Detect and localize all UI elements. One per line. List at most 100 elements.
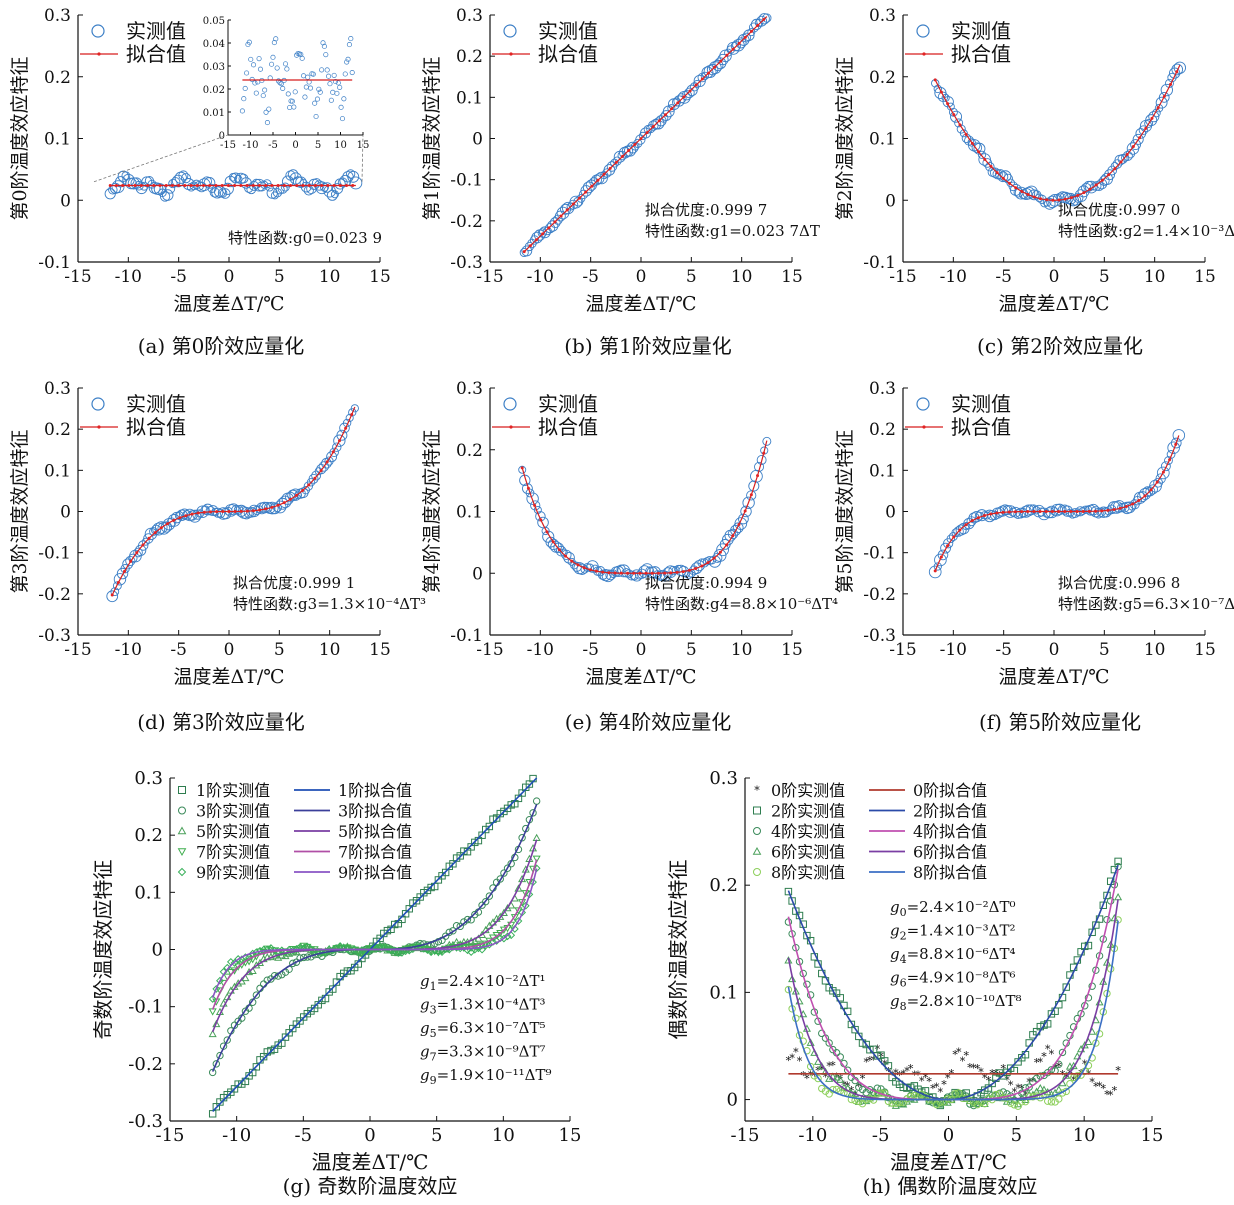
legend-marker-measured <box>91 24 105 38</box>
fit-point <box>601 570 605 574</box>
y-tick-label: 0 <box>60 503 71 523</box>
data-point <box>510 925 519 933</box>
data-point: * <box>812 1070 818 1083</box>
measured-point <box>756 15 768 27</box>
legend-label-measured: 实测值 <box>126 392 186 416</box>
fit-point <box>257 183 261 187</box>
fit-point <box>694 83 698 87</box>
data-point <box>1047 1098 1056 1106</box>
fit-point <box>676 101 680 105</box>
inset-measured-point <box>334 90 340 96</box>
data-point: * <box>889 1069 895 1082</box>
fit-point <box>337 439 341 443</box>
inset-measured-point <box>282 61 289 67</box>
measured-point <box>928 565 942 579</box>
measured-point <box>750 18 763 30</box>
data-point: * <box>975 1062 981 1075</box>
data-point <box>303 953 312 961</box>
measured-point <box>668 565 678 576</box>
inset-measured-point <box>307 85 314 91</box>
data-point <box>503 864 512 872</box>
fit-point <box>608 166 612 170</box>
inset-measured-point <box>241 96 247 102</box>
data-point <box>514 884 523 892</box>
fit-point <box>964 523 968 527</box>
measured-point <box>1112 159 1123 169</box>
fit-point <box>614 160 618 164</box>
annotation-g6: g6=4.9×10⁻⁸ΔT⁶ <box>890 969 1015 990</box>
inset-measured-point <box>339 116 346 122</box>
data-point <box>230 967 239 975</box>
data-point <box>855 1083 863 1091</box>
inset-measured-point <box>328 97 334 103</box>
measured-point <box>330 190 339 199</box>
data-point <box>753 868 761 876</box>
data-point <box>456 922 464 931</box>
x-tick-label: 15 <box>369 640 391 660</box>
legend-marker-measured <box>503 24 517 38</box>
measured-point <box>762 436 772 446</box>
measured-point <box>348 408 357 417</box>
data-point <box>343 945 352 954</box>
fit-point <box>756 23 760 27</box>
data-point <box>529 809 537 817</box>
fit-point <box>215 510 219 514</box>
fit-point <box>737 523 741 527</box>
data-point: * <box>1038 1056 1044 1069</box>
measured-point <box>701 66 714 79</box>
fit-point <box>221 510 225 514</box>
x-tick-label: -5 <box>295 1125 313 1146</box>
data-point: * <box>930 1082 936 1095</box>
inset-measured-point <box>342 71 348 77</box>
data-point: * <box>830 1060 836 1073</box>
data-point: * <box>1052 1062 1058 1075</box>
inset-measured-point <box>260 93 266 99</box>
data-point: * <box>967 1061 973 1074</box>
data-point <box>518 899 527 907</box>
y-tick-label: 0.2 <box>44 420 71 440</box>
fit-point <box>123 569 127 573</box>
fit-point <box>570 559 574 563</box>
data-point <box>851 1025 859 1034</box>
data-point: * <box>823 1071 829 1084</box>
measured-point <box>230 172 242 184</box>
measured-point <box>216 509 226 519</box>
inset-measured-point <box>274 65 280 71</box>
measured-point <box>342 418 352 428</box>
inset-y-tick-label: 0 <box>219 131 225 142</box>
inset-measured-point <box>275 78 282 84</box>
data-point <box>1032 1074 1041 1083</box>
measured-point <box>1139 487 1152 500</box>
data-point <box>1003 1094 1011 1102</box>
data-point: * <box>1015 1082 1021 1095</box>
measured-point <box>626 570 637 581</box>
fit-point <box>590 184 594 188</box>
measured-point <box>315 181 329 195</box>
measured-point <box>125 555 136 567</box>
measured-point <box>1059 504 1070 515</box>
fit-point <box>1063 509 1067 513</box>
fit-point <box>520 466 524 470</box>
fit-point <box>239 183 243 187</box>
legend-label-measured: 6阶实测值 <box>771 843 845 862</box>
fit-point <box>756 474 760 478</box>
fit-point <box>1138 136 1142 140</box>
fit-point <box>694 567 698 571</box>
x-axis-label: 温度差ΔT/℃ <box>998 293 1109 315</box>
data-point <box>394 949 403 957</box>
fit-point <box>559 214 563 218</box>
legend-label-measured: 4阶实测值 <box>771 822 845 841</box>
measured-point <box>326 451 338 463</box>
fit-point <box>264 507 268 511</box>
data-point <box>532 797 541 805</box>
legend-label-measured: 8阶实测值 <box>771 863 845 882</box>
fit-point <box>551 540 555 544</box>
x-tick-label: 10 <box>731 640 753 660</box>
fit-point <box>1026 193 1030 197</box>
x-tick-label: -5 <box>582 640 599 660</box>
fit-point <box>939 555 943 559</box>
measured-point <box>183 508 196 522</box>
fit-point <box>1044 510 1048 514</box>
measured-point <box>1107 165 1118 176</box>
